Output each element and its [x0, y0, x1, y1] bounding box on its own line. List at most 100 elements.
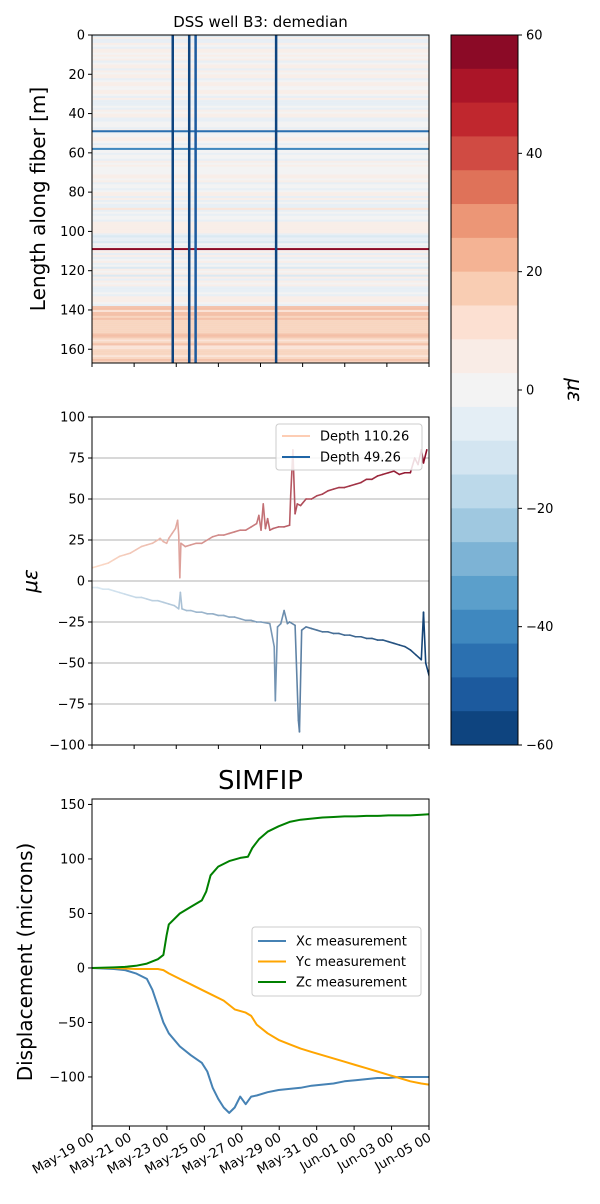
heatmap-row	[92, 253, 429, 256]
heatmap-row	[92, 239, 429, 242]
heatmap-row	[92, 176, 429, 179]
heatmap-x-ticks	[91, 363, 430, 367]
colorbar-band	[451, 68, 518, 104]
heatmap-row	[92, 35, 429, 38]
heatmap-row	[92, 188, 429, 191]
heatmap-row	[92, 278, 429, 281]
heatmap-y-tick-label: 20	[68, 68, 85, 83]
strain-series-2-segment	[387, 640, 395, 645]
heatmap-row	[92, 64, 429, 67]
heatmap-row	[92, 319, 429, 323]
strain-series-2-segment	[168, 603, 176, 607]
heatmap-row	[92, 309, 429, 313]
strain-series-1-segment	[228, 530, 236, 535]
simfip-panel: SIMFIP 150 100 50 0 −50 −100 May-19 00May-21 …	[13, 766, 434, 1178]
colorbar-band	[451, 102, 518, 137]
strain-y-tick-label: 50	[68, 493, 85, 508]
heatmap-row	[92, 306, 429, 309]
heatmap-row	[92, 258, 429, 262]
heatmap-row	[92, 150, 429, 154]
heatmap-row	[92, 211, 429, 215]
strain-series-1-segment	[113, 555, 121, 561]
heatmap-row	[92, 139, 429, 142]
strain-series-1-segment	[376, 473, 384, 477]
strain-series-2-segment	[189, 609, 198, 613]
heatmap-feature-event	[187, 35, 191, 363]
heatmap-row	[92, 245, 429, 248]
heatmap-row	[92, 156, 429, 160]
heatmap-row	[92, 152, 429, 156]
heatmap-row	[92, 256, 429, 260]
heatmap-feature-event	[274, 35, 278, 363]
simfip-frame	[91, 798, 430, 1127]
heatmap-row	[92, 117, 429, 120]
heatmap-row	[92, 166, 429, 169]
heatmap-row	[92, 227, 429, 230]
strain-series-1-segment	[266, 517, 271, 531]
strain-series-2-segment	[310, 627, 318, 632]
strain-panel: 100 75 50 25 0 −25 −50 −75 −100 με Depth 110.26 …	[18, 411, 430, 754]
heatmap-row	[92, 80, 429, 83]
strain-series-2-segment	[269, 622, 276, 648]
heatmap-row	[92, 84, 429, 87]
heatmap-row	[92, 127, 429, 130]
strain-legend: Depth 110.26 Depth 49.26	[275, 423, 423, 471]
strain-series-1-segment	[422, 448, 428, 464]
strain-series-1-segment	[343, 485, 351, 489]
heatmap-row	[92, 327, 429, 330]
strain-series-1-segment	[382, 471, 390, 476]
strain-series-1-segment	[200, 539, 209, 545]
heatmap-y-tick-label: 120	[60, 264, 85, 279]
colorbar-band	[451, 406, 518, 442]
simfip-y-tick-label: −50	[58, 1016, 85, 1031]
heatmap-row	[92, 347, 429, 350]
strain-series-1-segment	[168, 532, 173, 540]
strain-series-2-segment	[305, 626, 313, 630]
heatmap-row	[92, 215, 429, 218]
strain-series-1-segment	[272, 526, 280, 530]
heatmap-row	[92, 268, 429, 271]
heatmap-row	[92, 233, 429, 236]
heatmap-row	[92, 237, 429, 240]
strain-series-2-segment	[288, 621, 296, 627]
heatmap-row	[92, 331, 429, 334]
heatmap-row	[92, 99, 429, 103]
strain-series-1-segment	[151, 539, 159, 545]
heatmap-row	[92, 119, 429, 122]
heatmap-row	[92, 158, 429, 162]
strain-series-1-segment	[244, 526, 252, 531]
strain-series-1-segment	[92, 565, 99, 569]
strain-series-1-segment	[146, 542, 154, 546]
strain-series-1-segment	[360, 478, 368, 484]
strain-series-2-segment	[393, 642, 401, 646]
strain-series-1-segment	[107, 558, 115, 564]
heatmap-row	[92, 290, 429, 293]
colorbar-band	[451, 508, 518, 543]
heatmap-row	[92, 317, 429, 321]
heatmap-row	[92, 95, 429, 99]
strain-series-1-segment	[393, 470, 401, 476]
heatmap-y-tick-label: 100	[60, 225, 85, 240]
colorbar-tick-label: 20	[526, 265, 543, 280]
heatmap-row	[92, 329, 429, 332]
strain-series-2-segment	[404, 645, 412, 651]
heatmap-row	[92, 272, 429, 275]
simfip-y-tick-label: 50	[68, 907, 85, 922]
strain-series-2-segment	[300, 626, 307, 632]
heatmap-row	[92, 97, 429, 101]
heatmap-row	[92, 70, 429, 73]
simfip-series-z	[92, 813, 429, 969]
heatmap-row	[92, 196, 429, 199]
heatmap-row	[92, 121, 429, 124]
colorbar-band	[451, 237, 518, 273]
heatmap-row	[92, 298, 429, 301]
strain-series-1-segment	[332, 486, 340, 490]
colorbar-ticks: 60 40 20 0 −20 −40 −60	[518, 29, 553, 754]
heatmap-row	[92, 249, 429, 252]
heatmap-row	[92, 48, 429, 52]
heatmap-feature-line	[92, 248, 429, 251]
strain-series-1-segment	[354, 481, 362, 486]
strain-series-1-segment	[262, 503, 267, 530]
strain-series-2-segment	[316, 629, 324, 633]
simfip-y-tick-label: 150	[60, 798, 85, 813]
